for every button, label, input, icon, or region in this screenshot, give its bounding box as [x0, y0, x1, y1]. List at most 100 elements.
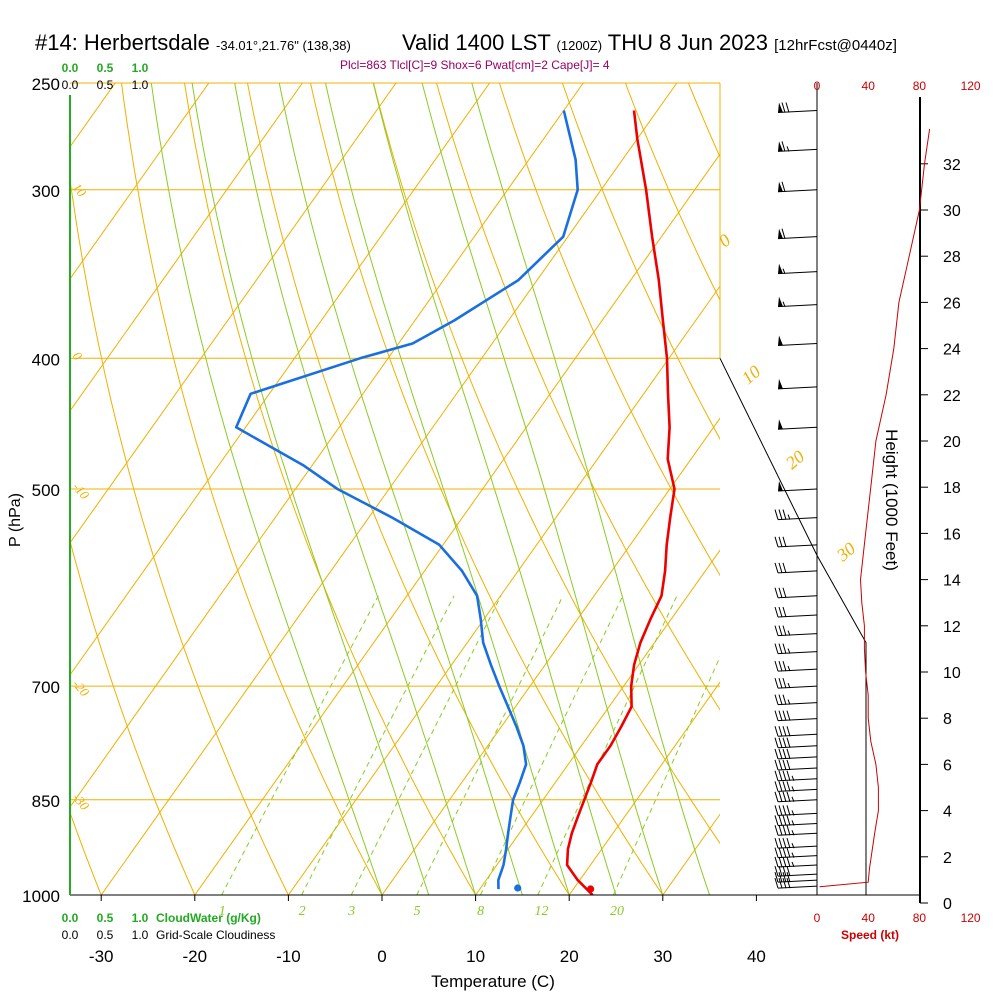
- height-tick-label: 30: [943, 203, 961, 220]
- barb-flag: [778, 606, 783, 618]
- barb-flag: [774, 815, 779, 826]
- barb-staff: [777, 767, 818, 771]
- barb-flag: [782, 847, 787, 858]
- speed-tick-bottom: 0: [814, 911, 821, 925]
- pressure-tick-label: 700: [32, 678, 60, 697]
- barb-half-flag: [791, 842, 795, 849]
- barb-staff: [777, 855, 818, 859]
- wind-barb: [774, 737, 818, 749]
- barb-flag: [778, 805, 783, 816]
- barb-staff: [777, 812, 818, 816]
- barb-flag: [782, 606, 787, 618]
- barb-staff: [777, 778, 818, 782]
- barb-flag: [778, 748, 783, 760]
- barb-flag: [774, 694, 779, 705]
- barb-half-flag: [787, 682, 791, 689]
- x-tick-label: 30: [653, 947, 672, 966]
- barb-flag: [774, 562, 779, 574]
- wind-barb: [774, 878, 818, 889]
- wind-barb: [777, 181, 818, 193]
- speed-tick-bottom: 120: [961, 911, 981, 925]
- moist-adiabat-line: [150, 83, 383, 895]
- mixing-ratio-label: 3: [347, 904, 355, 919]
- wind-barb: [774, 677, 818, 689]
- barb-flag: [782, 825, 787, 836]
- cloudiness-tick-top: 0.5: [97, 78, 114, 92]
- barb-pennant: [778, 263, 783, 274]
- barb-flag: [782, 770, 787, 781]
- cloudiness-tick-top: 0.0: [62, 78, 79, 92]
- barb-flag: [774, 677, 779, 689]
- barb-flag: [782, 781, 787, 792]
- isotherm-line: [756, 83, 1000, 895]
- wind-barb: [777, 481, 818, 492]
- barb-flag: [782, 759, 787, 771]
- dry-adiabat-label: 20: [782, 446, 809, 473]
- barb-flag: [774, 748, 779, 760]
- barb-flag: [774, 536, 779, 547]
- barb-staff: [777, 614, 818, 618]
- wind-barb: [774, 872, 818, 883]
- barb-pennant: [778, 419, 783, 430]
- barb-flag: [782, 587, 787, 598]
- mixing-ratio-label: 2: [299, 904, 306, 919]
- barb-flag: [786, 726, 791, 737]
- height-tick-label: 2: [943, 850, 952, 867]
- mixing-ratio-line: [612, 655, 720, 895]
- barb-flag: [778, 878, 783, 889]
- isotherm-line: [850, 83, 1000, 895]
- barb-flag: [774, 710, 779, 721]
- wind-barb: [774, 587, 818, 599]
- barb-staff: [777, 544, 818, 548]
- barb-flag: [778, 737, 783, 748]
- wind-barb: [777, 419, 818, 430]
- barb-flag: [778, 726, 783, 737]
- dewpoint-surface-marker: [514, 884, 522, 892]
- isotherm-label: 0: [70, 349, 86, 364]
- barb-flag: [774, 726, 779, 737]
- wind-speed-line: [819, 129, 931, 888]
- barb-half-flag: [791, 775, 795, 781]
- wind-barb: [774, 562, 818, 574]
- barb-staff: [777, 488, 818, 492]
- barb-flag: [778, 791, 783, 802]
- barb-flag: [778, 856, 783, 868]
- height-tick-label: 28: [943, 249, 961, 266]
- wind-barb: [774, 643, 818, 655]
- height-tick-label: 18: [943, 480, 961, 497]
- cloudwater-tick-top: 1.0: [132, 61, 149, 75]
- barb-flag: [778, 838, 783, 849]
- barb-flag: [786, 770, 791, 781]
- barb-half-flag: [787, 699, 791, 705]
- barb-flag: [782, 791, 787, 802]
- pressure-tick-label: 250: [32, 75, 60, 94]
- cloudwater-label: CloudWater (g/Kg): [156, 911, 261, 925]
- barb-flag: [782, 838, 787, 849]
- barb-flag: [786, 878, 791, 889]
- height-tick-label: 20: [943, 434, 961, 451]
- wind-panel-outline: [719, 358, 867, 895]
- barb-flag: [786, 781, 791, 792]
- barb-half-flag: [782, 268, 786, 274]
- barb-flag: [781, 228, 786, 239]
- barb-staff: [777, 822, 818, 826]
- barb-flag: [778, 562, 783, 574]
- isotherm-label: -10: [70, 479, 93, 502]
- isotherm-line: [70, 83, 210, 280]
- wind-barb: [774, 606, 818, 618]
- height-tick-label: 24: [943, 342, 961, 359]
- isotherm-line: [0, 83, 22, 895]
- moist-adiabat-line: [471, 83, 711, 895]
- barb-staff: [777, 873, 818, 877]
- wind-barb: [774, 856, 818, 868]
- dry-adiabat-line: [309, 83, 664, 895]
- barb-flag: [774, 847, 779, 858]
- x-tick-label: -10: [276, 947, 301, 966]
- cloudwater-tick-bottom: 0.5: [97, 911, 114, 925]
- barb-staff: [777, 733, 818, 737]
- speed-tick-top: 80: [913, 79, 927, 93]
- barb-half-flag: [787, 514, 791, 520]
- wind-barb: [774, 509, 818, 521]
- barb-flag: [782, 694, 787, 705]
